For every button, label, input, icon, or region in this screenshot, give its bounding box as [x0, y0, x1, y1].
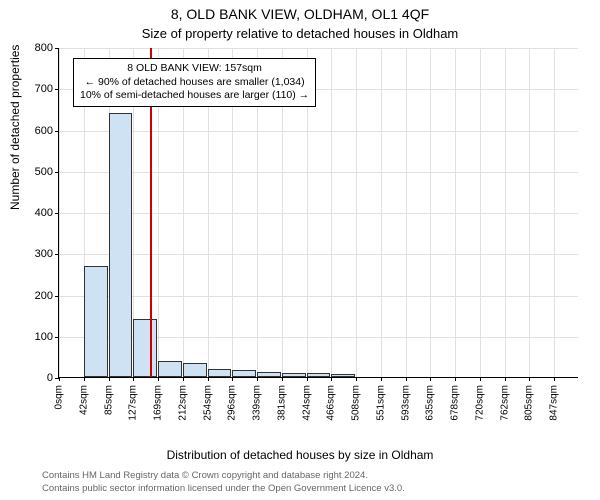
- x-tick-mark: [480, 377, 481, 381]
- x-tick-mark: [381, 377, 382, 381]
- x-tick-mark: [84, 377, 85, 381]
- grid-line-v: [554, 48, 555, 377]
- x-tick-mark: [232, 377, 233, 381]
- histogram-bar: [183, 363, 207, 377]
- x-tick-label: 762sqm: [499, 385, 510, 421]
- x-tick-label: 551sqm: [375, 385, 386, 421]
- footer-line-1: Contains HM Land Registry data © Crown c…: [42, 470, 600, 483]
- x-tick-mark: [356, 377, 357, 381]
- x-tick-label: 847sqm: [549, 385, 560, 421]
- histogram-bar: [331, 374, 355, 377]
- grid-line-v: [406, 48, 407, 377]
- x-tick-mark: [257, 377, 258, 381]
- x-tick-mark: [307, 377, 308, 381]
- histogram-bar: [307, 373, 331, 377]
- x-tick-label: 720sqm: [474, 385, 485, 421]
- histogram-bar: [133, 319, 157, 377]
- annotation-box: 8 OLD BANK VIEW: 157sqm ← 90% of detache…: [73, 58, 316, 107]
- grid-line-h: [59, 254, 578, 255]
- annotation-line-1: 8 OLD BANK VIEW: 157sqm: [80, 62, 309, 76]
- grid-line-h: [59, 131, 578, 132]
- x-tick-mark: [430, 377, 431, 381]
- grid-line-v: [430, 48, 431, 377]
- x-tick-label: 593sqm: [400, 385, 411, 421]
- histogram-bar: [232, 370, 256, 377]
- y-tick-label: 800: [17, 42, 53, 54]
- histogram-bar: [282, 373, 306, 377]
- x-tick-mark: [109, 377, 110, 381]
- y-tick-label: 100: [17, 331, 53, 343]
- grid-line-v: [59, 48, 60, 377]
- x-tick-mark: [406, 377, 407, 381]
- chart-subtitle: Size of property relative to detached ho…: [0, 22, 600, 41]
- grid-line-v: [480, 48, 481, 377]
- histogram-bar: [208, 369, 232, 377]
- grid-line-v: [455, 48, 456, 377]
- footer: Contains HM Land Registry data © Crown c…: [0, 470, 600, 496]
- x-tick-label: 424sqm: [301, 385, 312, 421]
- chart-plot-area: 01002003004005006007008000sqm42sqm85sqm1…: [58, 48, 578, 378]
- x-tick-label: 127sqm: [128, 385, 139, 421]
- x-tick-label: 212sqm: [177, 385, 188, 421]
- x-tick-label: 339sqm: [252, 385, 263, 421]
- x-tick-mark: [505, 377, 506, 381]
- x-tick-mark: [158, 377, 159, 381]
- grid-line-h: [59, 213, 578, 214]
- x-tick-label: 635sqm: [425, 385, 436, 421]
- chart-container: 8, OLD BANK VIEW, OLDHAM, OL1 4QF Size o…: [0, 0, 600, 500]
- x-tick-mark: [59, 377, 60, 381]
- x-axis-label: Distribution of detached houses by size …: [0, 448, 600, 462]
- y-tick-label: 200: [17, 290, 53, 302]
- annotation-line-3: 10% of semi-detached houses are larger (…: [80, 89, 309, 103]
- x-tick-label: 508sqm: [351, 385, 362, 421]
- x-tick-label: 42sqm: [78, 385, 89, 415]
- grid-line-h: [59, 172, 578, 173]
- plot-region: 01002003004005006007008000sqm42sqm85sqm1…: [58, 48, 578, 378]
- x-tick-mark: [455, 377, 456, 381]
- histogram-bar: [109, 113, 133, 377]
- x-tick-label: 466sqm: [326, 385, 337, 421]
- histogram-bar: [84, 266, 108, 377]
- x-tick-label: 805sqm: [524, 385, 535, 421]
- y-tick-label: 700: [17, 83, 53, 95]
- y-tick-label: 300: [17, 248, 53, 260]
- x-tick-mark: [183, 377, 184, 381]
- x-tick-mark: [331, 377, 332, 381]
- grid-line-v: [356, 48, 357, 377]
- x-tick-label: 0sqm: [54, 385, 65, 409]
- y-tick-label: 0: [17, 372, 53, 384]
- histogram-bar: [257, 372, 281, 377]
- x-tick-mark: [208, 377, 209, 381]
- grid-line-v: [529, 48, 530, 377]
- x-tick-label: 85sqm: [103, 385, 114, 415]
- y-tick-label: 600: [17, 125, 53, 137]
- histogram-bar: [158, 361, 182, 378]
- x-tick-label: 678sqm: [450, 385, 461, 421]
- grid-line-h: [59, 296, 578, 297]
- x-tick-label: 296sqm: [227, 385, 238, 421]
- footer-line-2: Contains public sector information licen…: [42, 483, 600, 496]
- page-title: 8, OLD BANK VIEW, OLDHAM, OL1 4QF: [0, 0, 600, 22]
- x-tick-mark: [529, 377, 530, 381]
- x-tick-mark: [282, 377, 283, 381]
- grid-line-v: [331, 48, 332, 377]
- grid-line-h: [59, 48, 578, 49]
- y-tick-label: 400: [17, 207, 53, 219]
- y-tick-label: 500: [17, 166, 53, 178]
- x-tick-mark: [554, 377, 555, 381]
- grid-line-v: [505, 48, 506, 377]
- grid-line-v: [381, 48, 382, 377]
- x-tick-mark: [133, 377, 134, 381]
- x-tick-label: 381sqm: [276, 385, 287, 421]
- x-tick-label: 169sqm: [153, 385, 164, 421]
- annotation-line-2: ← 90% of detached houses are smaller (1,…: [80, 76, 309, 90]
- x-tick-label: 254sqm: [202, 385, 213, 421]
